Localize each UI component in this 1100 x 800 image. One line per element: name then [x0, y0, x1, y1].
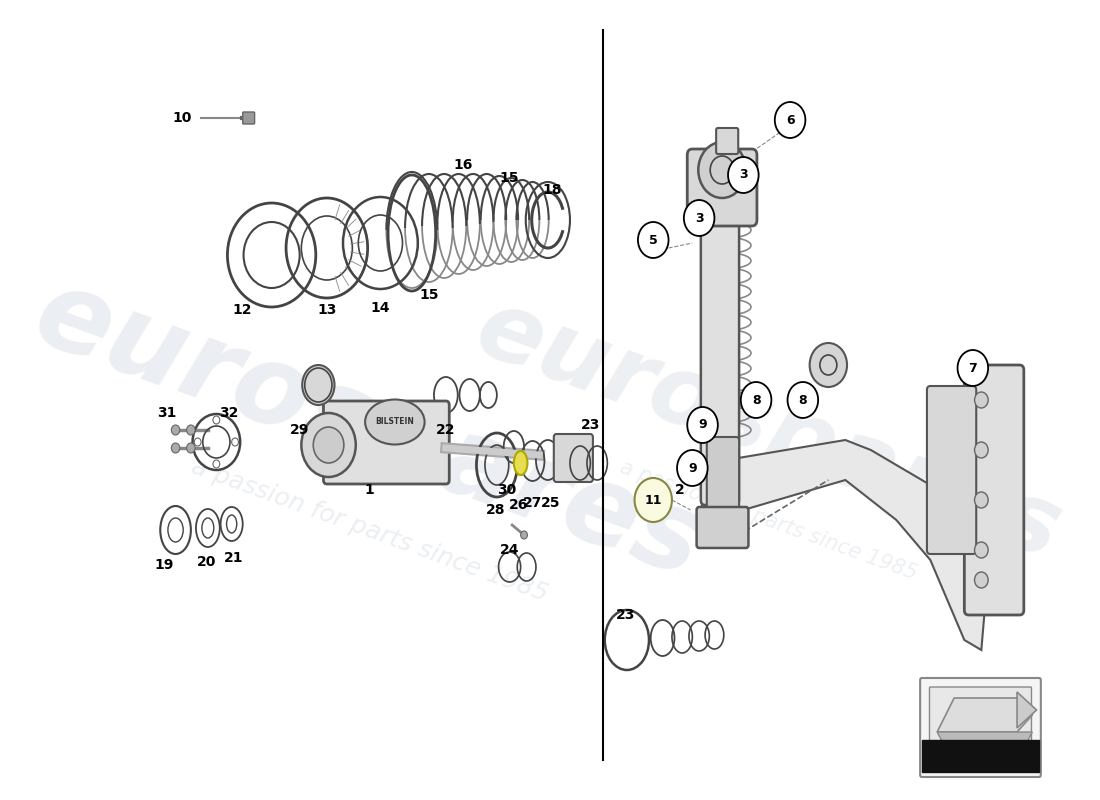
Text: 11: 11: [645, 494, 662, 506]
Text: 31: 31: [157, 406, 177, 420]
Circle shape: [740, 382, 771, 418]
Text: 13: 13: [317, 303, 337, 317]
Circle shape: [172, 443, 179, 453]
Circle shape: [975, 492, 988, 508]
FancyBboxPatch shape: [701, 215, 739, 505]
Text: 5: 5: [649, 234, 658, 246]
Text: 27: 27: [522, 496, 542, 510]
Text: 3: 3: [739, 169, 748, 182]
Circle shape: [213, 416, 220, 424]
Text: 23: 23: [616, 608, 636, 622]
Text: 30: 30: [497, 483, 517, 497]
Circle shape: [187, 443, 195, 453]
FancyBboxPatch shape: [243, 112, 254, 124]
Ellipse shape: [365, 399, 425, 445]
Text: 9: 9: [688, 462, 696, 474]
Text: 28: 28: [485, 503, 505, 517]
FancyBboxPatch shape: [927, 386, 976, 554]
Text: 26: 26: [508, 498, 528, 512]
Text: 32: 32: [219, 406, 239, 420]
FancyBboxPatch shape: [965, 365, 1024, 615]
FancyBboxPatch shape: [688, 149, 757, 226]
Text: BILSTEIN: BILSTEIN: [375, 418, 415, 426]
Text: 18: 18: [542, 183, 562, 197]
Polygon shape: [701, 440, 986, 650]
Circle shape: [810, 343, 847, 387]
Ellipse shape: [302, 365, 334, 405]
Circle shape: [676, 450, 707, 486]
FancyBboxPatch shape: [920, 678, 1041, 777]
Circle shape: [688, 407, 718, 443]
Circle shape: [638, 222, 669, 258]
Circle shape: [314, 427, 344, 463]
Polygon shape: [1018, 692, 1036, 728]
Text: 6: 6: [785, 114, 794, 126]
Text: 8: 8: [751, 394, 760, 406]
Text: 3: 3: [695, 211, 704, 225]
FancyBboxPatch shape: [930, 687, 1032, 741]
Text: 24: 24: [499, 543, 519, 557]
Text: 14: 14: [371, 301, 390, 315]
FancyBboxPatch shape: [922, 740, 1040, 772]
Text: 23: 23: [581, 418, 600, 432]
Text: 1: 1: [364, 483, 374, 497]
Text: eurospares: eurospares: [21, 259, 717, 601]
Text: a passion for parts since 1985: a passion for parts since 1985: [188, 454, 551, 606]
Text: eurospares: eurospares: [464, 281, 1074, 579]
Text: 25: 25: [541, 496, 560, 510]
Circle shape: [172, 425, 179, 435]
Text: 9: 9: [698, 418, 707, 431]
Text: 511 01: 511 01: [946, 748, 1015, 766]
Circle shape: [187, 425, 195, 435]
Text: 29: 29: [290, 423, 309, 437]
Ellipse shape: [514, 451, 528, 475]
Circle shape: [301, 413, 355, 477]
Text: 22: 22: [436, 423, 455, 437]
Text: 20: 20: [197, 555, 216, 569]
Circle shape: [774, 102, 805, 138]
Circle shape: [213, 460, 220, 468]
Polygon shape: [937, 732, 1032, 748]
FancyBboxPatch shape: [553, 434, 593, 482]
FancyBboxPatch shape: [707, 437, 739, 523]
Circle shape: [684, 200, 714, 236]
FancyBboxPatch shape: [716, 128, 738, 154]
FancyBboxPatch shape: [696, 507, 748, 548]
Circle shape: [975, 572, 988, 588]
FancyBboxPatch shape: [323, 401, 449, 484]
Polygon shape: [937, 698, 1032, 732]
Circle shape: [957, 350, 988, 386]
Text: 8: 8: [799, 394, 807, 406]
Text: 2: 2: [674, 483, 684, 497]
Circle shape: [520, 531, 528, 539]
Circle shape: [232, 438, 239, 446]
Text: a passion for parts since 1985: a passion for parts since 1985: [617, 457, 921, 583]
Text: 15: 15: [419, 288, 439, 302]
Circle shape: [698, 142, 746, 198]
Circle shape: [728, 157, 759, 193]
Text: 7: 7: [968, 362, 977, 374]
Text: 21: 21: [223, 551, 243, 565]
Circle shape: [788, 382, 818, 418]
Circle shape: [635, 478, 672, 522]
Circle shape: [975, 542, 988, 558]
Text: 16: 16: [453, 158, 473, 172]
Circle shape: [975, 442, 988, 458]
Text: 10: 10: [173, 111, 192, 125]
Circle shape: [195, 438, 201, 446]
Text: 19: 19: [154, 558, 174, 572]
Circle shape: [975, 392, 988, 408]
Text: 12: 12: [232, 303, 252, 317]
Text: 15: 15: [499, 171, 519, 185]
